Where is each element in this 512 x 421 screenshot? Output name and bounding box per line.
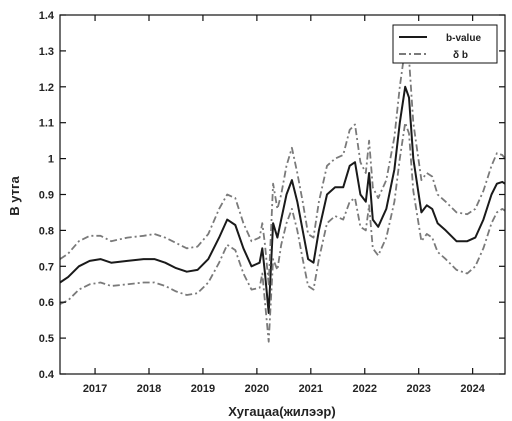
series-line-b-value bbox=[59, 85, 506, 314]
y-tick-label: 0.7 bbox=[39, 261, 54, 273]
labels-layer: 2017 2018 2019 2020 2021 2022 2023 2024 0.4 0.5 0.… bbox=[39, 10, 486, 395]
legend: b-value δ b bbox=[392, 24, 498, 64]
series-layer bbox=[59, 46, 506, 343]
series-line-delta-b-lower bbox=[59, 121, 506, 343]
legend-label-b-value: b-value bbox=[446, 33, 481, 44]
x-tick-label: 2024 bbox=[460, 383, 485, 395]
ticks-layer bbox=[60, 14, 505, 375]
x-axis-title: Хугацаа(жилээр) bbox=[228, 404, 335, 419]
legend-label-delta-b: δ b bbox=[453, 50, 468, 61]
x-tick-label: 2023 bbox=[406, 383, 430, 395]
series-line-delta-b-upper bbox=[59, 46, 506, 286]
y-tick-label: 1.4 bbox=[39, 10, 55, 22]
y-tick-label: 0.8 bbox=[39, 225, 54, 237]
x-tick-label: 2019 bbox=[191, 383, 215, 395]
y-tick-label: 0.9 bbox=[39, 190, 54, 202]
y-tick-label: 1 bbox=[48, 154, 54, 166]
x-tick-label: 2022 bbox=[353, 383, 377, 395]
x-tick-label: 2021 bbox=[299, 383, 323, 395]
x-tick-label: 2018 bbox=[137, 383, 161, 395]
y-tick-label: 0.5 bbox=[39, 333, 54, 345]
y-tick-label: 0.6 bbox=[39, 297, 54, 309]
y-tick-label: 1.2 bbox=[39, 82, 54, 94]
y-tick-label: 1.1 bbox=[39, 118, 54, 130]
x-tick-label: 2017 bbox=[83, 383, 107, 395]
x-tick-label: 2020 bbox=[245, 383, 269, 395]
y-axis-title: B утга bbox=[7, 176, 22, 216]
y-tick-label: 1.3 bbox=[39, 46, 54, 58]
y-tick-label: 0.4 bbox=[39, 369, 55, 381]
legend-box bbox=[392, 24, 498, 64]
